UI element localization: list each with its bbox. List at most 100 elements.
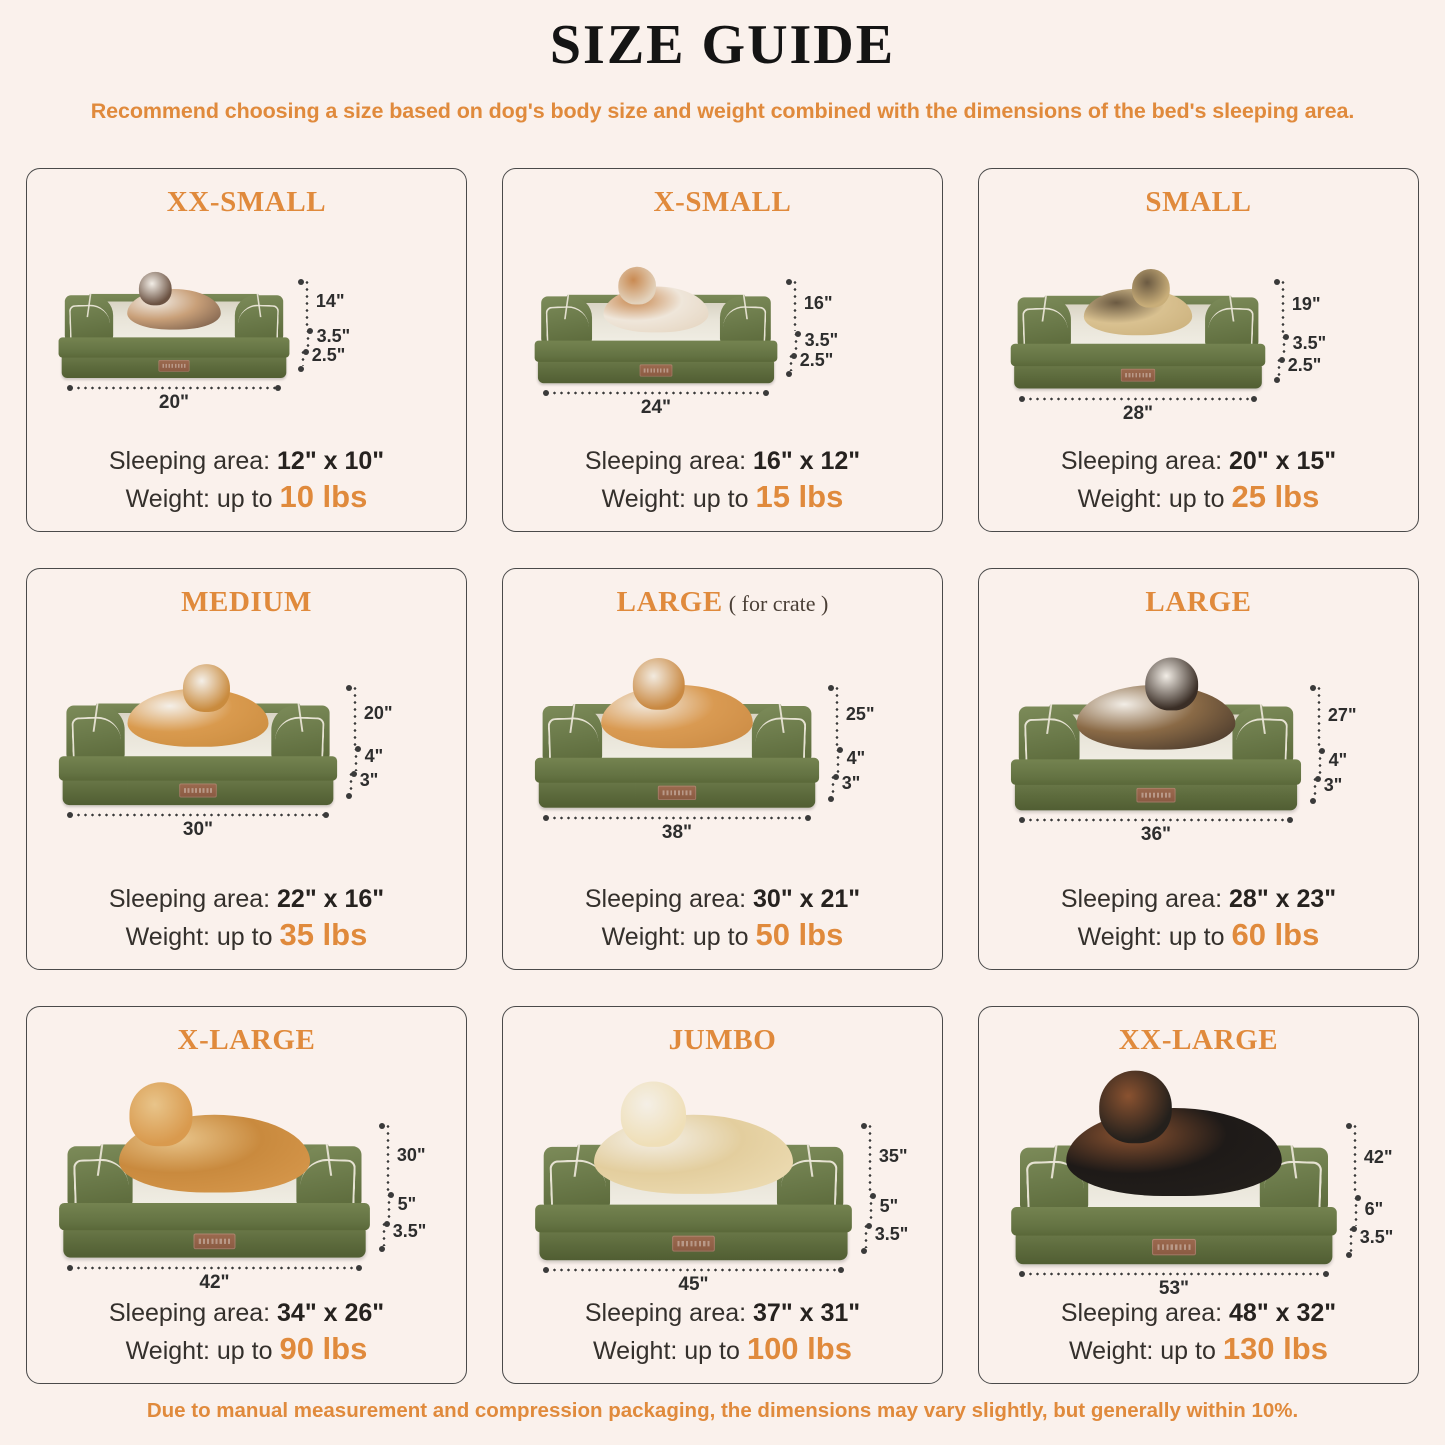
bed-parts xyxy=(533,658,821,808)
weight-label: Weight: up to xyxy=(601,485,756,514)
dim-node-2 xyxy=(833,773,840,780)
dim-segment-1 xyxy=(1281,333,1286,357)
dim-node-3 xyxy=(379,1245,385,1252)
dim-node-1 xyxy=(1354,1195,1361,1202)
card-title-text: X-LARGE xyxy=(177,1024,316,1056)
weight-label: Weight: up to xyxy=(125,923,280,952)
width-dimension: 36" xyxy=(1019,817,1293,846)
weight-value: 130 lbs xyxy=(1222,1331,1328,1367)
width-dimension: 53" xyxy=(1019,1271,1329,1300)
sleeping-area-label: Sleeping area: xyxy=(108,1299,278,1328)
dim-segment-1 xyxy=(305,327,310,349)
dim-label-height-0: 25" xyxy=(845,704,875,724)
size-card-jumbo[interactable]: JUMBO 35" 5" 3.5" 45" Sleeping area: 37" x 31… xyxy=(502,1006,943,1384)
illustration-xx-small: 14" 3.5" 2.5" 20" xyxy=(27,219,466,445)
animal-dog-border-collie xyxy=(1076,657,1236,750)
animal-head xyxy=(621,1081,687,1147)
size-card-xx-small[interactable]: XX-SMALL 14" 3.5" 2.5" 20" Sleeping area: 12"… xyxy=(26,168,467,532)
bed-brand-tag xyxy=(179,783,217,798)
sleeping-area-value: 28" x 23" xyxy=(1229,885,1337,914)
sleeping-area-label: Sleeping area: xyxy=(1060,447,1230,476)
sleeping-area-value: 48" x 32" xyxy=(1229,1299,1337,1328)
size-card-large-for-crate[interactable]: LARGE( for crate ) 25" 4" 3" 38" Sleeping are… xyxy=(502,568,943,970)
card-title-medium: MEDIUM xyxy=(181,586,312,619)
weight-value: 15 lbs xyxy=(755,479,844,515)
illustration-large-for-crate: 25" 4" 3" 38" xyxy=(503,619,942,883)
sleeping-area-line: Sleeping area: 16" x 12" xyxy=(503,445,942,477)
weight-value: 100 lbs xyxy=(746,1331,852,1367)
animal-dog-french-bulldog xyxy=(1083,269,1193,336)
weight-value: 25 lbs xyxy=(1231,479,1320,515)
footer-disclaimer: Due to manual measurement and compressio… xyxy=(146,1399,1299,1422)
page-subtitle: Recommend choosing a size based on dog's… xyxy=(90,98,1355,123)
dim-node-0 xyxy=(786,279,792,285)
dim-node-2 xyxy=(303,348,310,355)
dim-segment-2 xyxy=(1276,357,1281,377)
illustration-x-large: 30" 5" 3.5" 42" xyxy=(27,1057,466,1297)
animal-head xyxy=(129,1082,193,1146)
size-card-medium[interactable]: MEDIUM 20" 4" 3" 30" Sleeping area: 22" x 16"… xyxy=(26,568,467,970)
dim-label-height-2: 3" xyxy=(1323,775,1343,796)
sleeping-area-label: Sleeping area: xyxy=(584,1299,754,1328)
dog-bed-illustration xyxy=(533,267,779,384)
bed-parts xyxy=(1009,269,1267,389)
animal-dog-labrador xyxy=(593,1081,794,1194)
sleeping-area-line: Sleeping area: 34" x 26" xyxy=(27,1297,466,1329)
width-dimension-line xyxy=(1019,817,1293,824)
vertical-dimensions: 14" 3.5" 2.5" xyxy=(295,279,383,372)
dim-segment-0 xyxy=(834,685,839,747)
dim-label-height-1: 3.5" xyxy=(1292,333,1327,354)
animal-dog-golden-retriever xyxy=(118,1082,311,1193)
weight-label: Weight: up to xyxy=(593,1337,747,1366)
dim-label-width: 30" xyxy=(182,819,214,841)
dim-node-0 xyxy=(298,279,304,285)
dim-node-3 xyxy=(298,365,304,372)
animal-head xyxy=(182,664,231,712)
sleeping-area-line: Sleeping area: 30" x 21" xyxy=(503,883,942,915)
dim-segment-2 xyxy=(381,1221,386,1246)
dim-label-height-0: 16" xyxy=(803,292,833,313)
dim-segment-1 xyxy=(868,1193,873,1224)
size-card-small[interactable]: SMALL 19" 3.5" 2.5" 28" Sleeping area: 20" x … xyxy=(978,168,1419,532)
size-card-grid: XX-SMALL 14" 3.5" 2.5" 20" Sleeping area: 12"… xyxy=(26,168,1419,1384)
weight-value: 60 lbs xyxy=(1231,917,1320,953)
bed-front-rim xyxy=(1010,759,1302,785)
sleeping-area-label: Sleeping area: xyxy=(584,447,754,476)
sleeping-area-label: Sleeping area: xyxy=(1060,1299,1230,1328)
vertical-dimensions: 42" 6" 3.5" xyxy=(1343,1123,1418,1259)
weight-line: Weight: up to 90 lbs xyxy=(27,1329,466,1369)
dim-label-width: 36" xyxy=(1140,824,1172,846)
animal-head xyxy=(1099,1071,1172,1144)
size-card-large[interactable]: LARGE 27" 4" 3" 36" Sleeping area: 28" x 23" W… xyxy=(978,568,1419,970)
dim-node-3 xyxy=(786,371,792,378)
sleeping-area-value: 16" x 12" xyxy=(753,447,861,476)
bed-parts xyxy=(1009,1071,1339,1265)
animal-head xyxy=(618,267,656,305)
weight-line: Weight: up to 100 lbs xyxy=(503,1329,942,1369)
bed-brand-tag xyxy=(1120,368,1156,382)
dim-node-1 xyxy=(1318,748,1325,755)
dim-label-height-2: 3" xyxy=(841,772,861,793)
illustration-xx-large: 42" 6" 3.5" 53" xyxy=(979,1057,1418,1300)
size-card-x-small[interactable]: X-SMALL 16" 3.5" 2.5" 24" Sleeping area: 16" … xyxy=(502,168,943,532)
vertical-dimensions: 35" 5" 3.5" xyxy=(858,1123,942,1255)
size-card-xx-large[interactable]: XX-LARGE 42" 6" 3.5" 53" Sleeping area: 48" x… xyxy=(978,1006,1419,1384)
sleeping-area-value: 22" x 16" xyxy=(277,885,385,914)
card-title-large-for-crate: LARGE( for crate ) xyxy=(617,586,829,619)
dim-segment-0 xyxy=(792,279,797,331)
width-dimension: 45" xyxy=(543,1267,844,1296)
width-dimension-line xyxy=(543,390,769,397)
width-dimension-line xyxy=(67,384,281,391)
dim-segment-1 xyxy=(1317,748,1322,776)
card-title-text: MEDIUM xyxy=(181,586,312,618)
bed-brand-tag xyxy=(672,1235,715,1252)
bed-parts xyxy=(57,272,291,378)
size-card-x-large[interactable]: X-LARGE 30" 5" 3.5" 42" Sleeping area: 34" x … xyxy=(26,1006,467,1384)
dim-label-height-2: 2.5" xyxy=(1287,354,1322,375)
sleeping-area-value: 37" x 31" xyxy=(753,1299,861,1328)
sleeping-area-value: 30" x 21" xyxy=(753,885,861,914)
dim-node-0 xyxy=(828,685,834,691)
weight-label: Weight: up to xyxy=(125,485,280,514)
illustration-small: 19" 3.5" 2.5" 28" xyxy=(979,219,1418,445)
width-dimension-line xyxy=(67,1264,362,1271)
